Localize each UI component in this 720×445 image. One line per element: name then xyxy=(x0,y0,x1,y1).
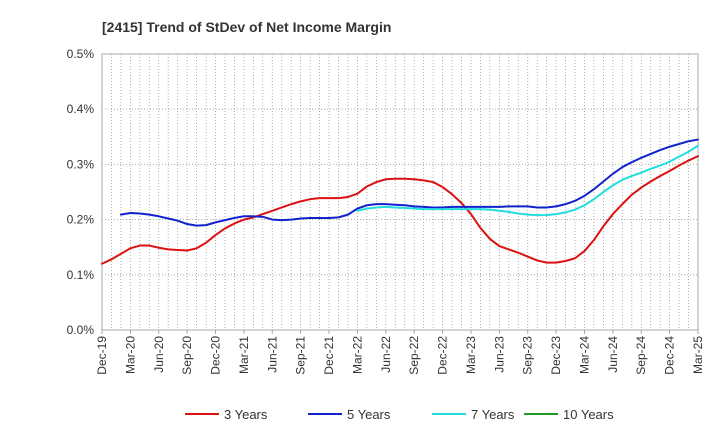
x-tick-label: Mar-20 xyxy=(123,336,137,374)
x-tick-label: Sep-22 xyxy=(407,336,421,375)
x-tick-label: Dec-21 xyxy=(322,336,336,375)
x-tick-label: Sep-24 xyxy=(634,336,648,375)
x-tick-label: Sep-21 xyxy=(294,336,308,375)
y-tick-label: 0.3% xyxy=(67,157,95,171)
x-tick-label: Sep-23 xyxy=(521,336,535,375)
x-tick-label: Dec-22 xyxy=(436,336,450,375)
legend-label: 3 Years xyxy=(224,407,268,422)
x-tick-label: Jun-23 xyxy=(492,336,506,373)
x-tick-label: Mar-21 xyxy=(237,336,251,374)
series-line-5-years xyxy=(119,138,699,227)
legend-label: 10 Years xyxy=(563,407,614,422)
y-tick-label: 0.2% xyxy=(67,213,95,227)
y-tick-label: 0.4% xyxy=(67,102,95,116)
x-tick-label: Dec-24 xyxy=(663,336,677,375)
x-tick-label: Mar-24 xyxy=(577,336,591,374)
series-line-7-years xyxy=(356,144,699,217)
legend-label: 5 Years xyxy=(347,407,391,422)
y-tick-label: 0.1% xyxy=(67,268,95,282)
chart-title: [2415] Trend of StDev of Net Income Marg… xyxy=(102,19,391,35)
x-tick-label: Mar-25 xyxy=(691,336,705,374)
plot-frame xyxy=(101,53,699,331)
x-tick-label: Jun-21 xyxy=(265,336,279,373)
x-tick-label: Dec-20 xyxy=(209,336,223,375)
x-tick-label: Mar-23 xyxy=(464,336,478,374)
series-line-3-years xyxy=(101,155,699,265)
y-tick-label: 0.5% xyxy=(67,47,95,61)
x-tick-label: Mar-22 xyxy=(350,336,364,374)
legend-label: 7 Years xyxy=(471,407,515,422)
x-tick-label: Sep-20 xyxy=(180,336,194,375)
x-tick-label: Dec-23 xyxy=(549,336,563,375)
x-tick-label: Jun-22 xyxy=(379,336,393,373)
y-tick-label: 0.0% xyxy=(67,323,95,337)
x-tick-label: Jun-20 xyxy=(152,336,166,373)
x-tick-label: Dec-19 xyxy=(95,336,109,375)
x-tick-label: Jun-24 xyxy=(606,336,620,373)
